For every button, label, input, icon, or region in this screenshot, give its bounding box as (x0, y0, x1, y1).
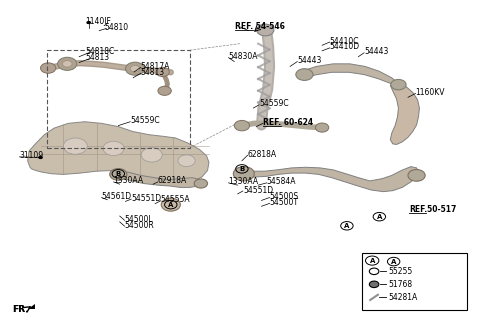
Text: 62918A: 62918A (158, 176, 187, 185)
Text: 54410C: 54410C (330, 36, 359, 46)
Text: 54555A: 54555A (161, 195, 191, 204)
Text: 1140JF: 1140JF (85, 17, 111, 26)
Text: 1330AA: 1330AA (228, 177, 259, 186)
Text: 1330AA: 1330AA (114, 176, 144, 185)
Text: 54559C: 54559C (130, 116, 160, 125)
Circle shape (178, 155, 195, 167)
Text: 54410D: 54410D (330, 42, 360, 51)
Text: 54443: 54443 (297, 56, 322, 65)
Text: 54551D: 54551D (243, 186, 273, 195)
Text: 54281A: 54281A (388, 293, 418, 302)
Circle shape (62, 61, 72, 67)
Text: 31109: 31109 (20, 151, 44, 160)
Bar (47, 50, 190, 148)
Circle shape (38, 156, 43, 159)
Text: B: B (240, 166, 244, 172)
Polygon shape (304, 64, 398, 86)
Text: 54500R: 54500R (124, 221, 154, 230)
Text: A: A (344, 223, 349, 229)
Text: A: A (168, 202, 173, 208)
Text: B: B (116, 171, 121, 177)
Text: 54500T: 54500T (270, 198, 299, 207)
Polygon shape (118, 172, 202, 187)
Circle shape (86, 21, 91, 24)
Circle shape (369, 281, 379, 288)
Circle shape (103, 141, 124, 155)
Circle shape (315, 123, 329, 132)
Circle shape (296, 69, 313, 80)
Circle shape (161, 198, 180, 211)
Circle shape (141, 148, 162, 162)
Text: REF. 54-546: REF. 54-546 (235, 22, 285, 31)
Text: 54500S: 54500S (270, 192, 299, 201)
Bar (362, 254, 467, 310)
Circle shape (408, 170, 425, 181)
Circle shape (125, 62, 144, 75)
Circle shape (63, 138, 87, 154)
Circle shape (369, 268, 379, 275)
Text: 62818A: 62818A (248, 150, 277, 159)
Text: 51768: 51768 (388, 280, 412, 289)
Text: 54443: 54443 (364, 47, 388, 56)
Text: 54561D: 54561D (102, 192, 132, 201)
Text: 54500L: 54500L (124, 215, 153, 224)
Circle shape (158, 86, 171, 95)
Circle shape (156, 68, 169, 76)
Text: FR.: FR. (12, 305, 28, 314)
Text: 54559C: 54559C (259, 99, 288, 108)
Circle shape (110, 169, 127, 180)
Circle shape (58, 57, 77, 70)
Text: 54584A: 54584A (267, 177, 296, 186)
Text: 55255: 55255 (388, 267, 413, 276)
Text: A: A (391, 258, 396, 265)
Text: A: A (377, 214, 382, 220)
Circle shape (194, 179, 207, 188)
Circle shape (130, 66, 140, 72)
Polygon shape (244, 167, 419, 192)
Text: 54830A: 54830A (228, 52, 258, 61)
Text: REF. 60-624: REF. 60-624 (263, 118, 313, 127)
Circle shape (234, 120, 250, 131)
Text: 54810: 54810 (104, 23, 128, 32)
Text: 54818C: 54818C (85, 47, 114, 56)
Text: 54813: 54813 (85, 53, 109, 62)
Text: 54817A: 54817A (141, 62, 170, 71)
Circle shape (257, 24, 274, 36)
Text: A: A (370, 257, 375, 264)
Polygon shape (28, 122, 209, 185)
Text: 54813: 54813 (141, 68, 165, 77)
Text: 1160KV: 1160KV (416, 88, 445, 97)
Text: FR.: FR. (12, 305, 28, 314)
Text: REF.50-517: REF.50-517 (409, 205, 457, 214)
Polygon shape (390, 83, 420, 145)
Circle shape (233, 167, 254, 181)
Circle shape (391, 79, 406, 90)
Circle shape (40, 63, 56, 73)
Polygon shape (28, 304, 35, 309)
Text: 54551D: 54551D (131, 194, 161, 203)
